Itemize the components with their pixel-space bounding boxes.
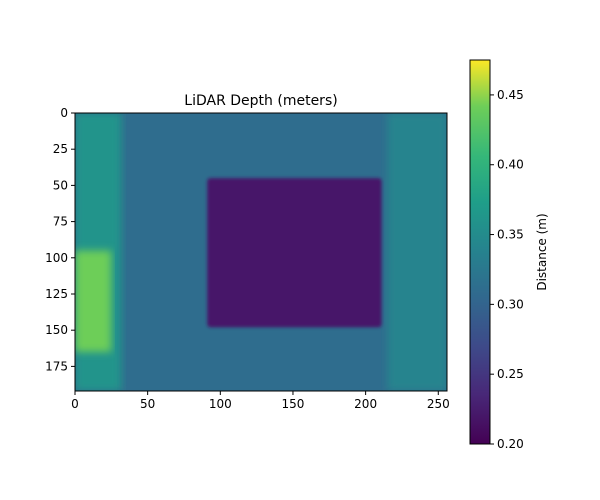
plot-frame xyxy=(74,112,448,392)
colorbar-frame xyxy=(469,59,491,445)
colorbar-label: Distance (m) xyxy=(535,213,549,290)
depth-region-right-edge xyxy=(387,113,447,391)
depth-region-central-object xyxy=(207,178,382,328)
chart-title: LiDAR Depth (meters) xyxy=(184,93,337,109)
colorbar-tick-label: 0.40 xyxy=(497,158,524,172)
colorbar-tick-label: 0.25 xyxy=(497,367,524,381)
x-axis: 0 50 100 150 200 250 xyxy=(71,391,450,411)
x-tick-label: 250 xyxy=(427,397,450,411)
y-tick-label: 125 xyxy=(45,287,68,301)
y-tick-label: 150 xyxy=(45,323,68,337)
y-tick-label: 25 xyxy=(53,142,68,156)
x-tick-label: 0 xyxy=(71,397,79,411)
colorbar-tick-label: 0.45 xyxy=(497,88,524,102)
depth-region-left-bright-reflection xyxy=(75,250,112,352)
y-tick-label: 100 xyxy=(45,251,68,265)
colorbar xyxy=(470,60,490,444)
y-tick-label: 0 xyxy=(60,106,68,120)
y-tick-label: 175 xyxy=(45,359,68,373)
colorbar-tick-label: 0.20 xyxy=(497,437,524,451)
x-tick-label: 150 xyxy=(282,397,305,411)
y-tick-label: 50 xyxy=(53,178,68,192)
colorbar-tick-label: 0.35 xyxy=(497,228,524,242)
x-tick-label: 50 xyxy=(140,397,155,411)
colorbar-ticks: 0.20 0.25 0.30 0.35 0.40 0.45 xyxy=(490,88,524,451)
x-tick-label: 200 xyxy=(354,397,377,411)
depth-heatmap xyxy=(75,113,447,391)
colorbar-tick-label: 0.30 xyxy=(497,297,524,311)
x-tick-label: 100 xyxy=(209,397,232,411)
y-axis: 0 25 50 75 100 125 150 175 xyxy=(45,106,75,373)
y-tick-label: 75 xyxy=(53,215,68,229)
